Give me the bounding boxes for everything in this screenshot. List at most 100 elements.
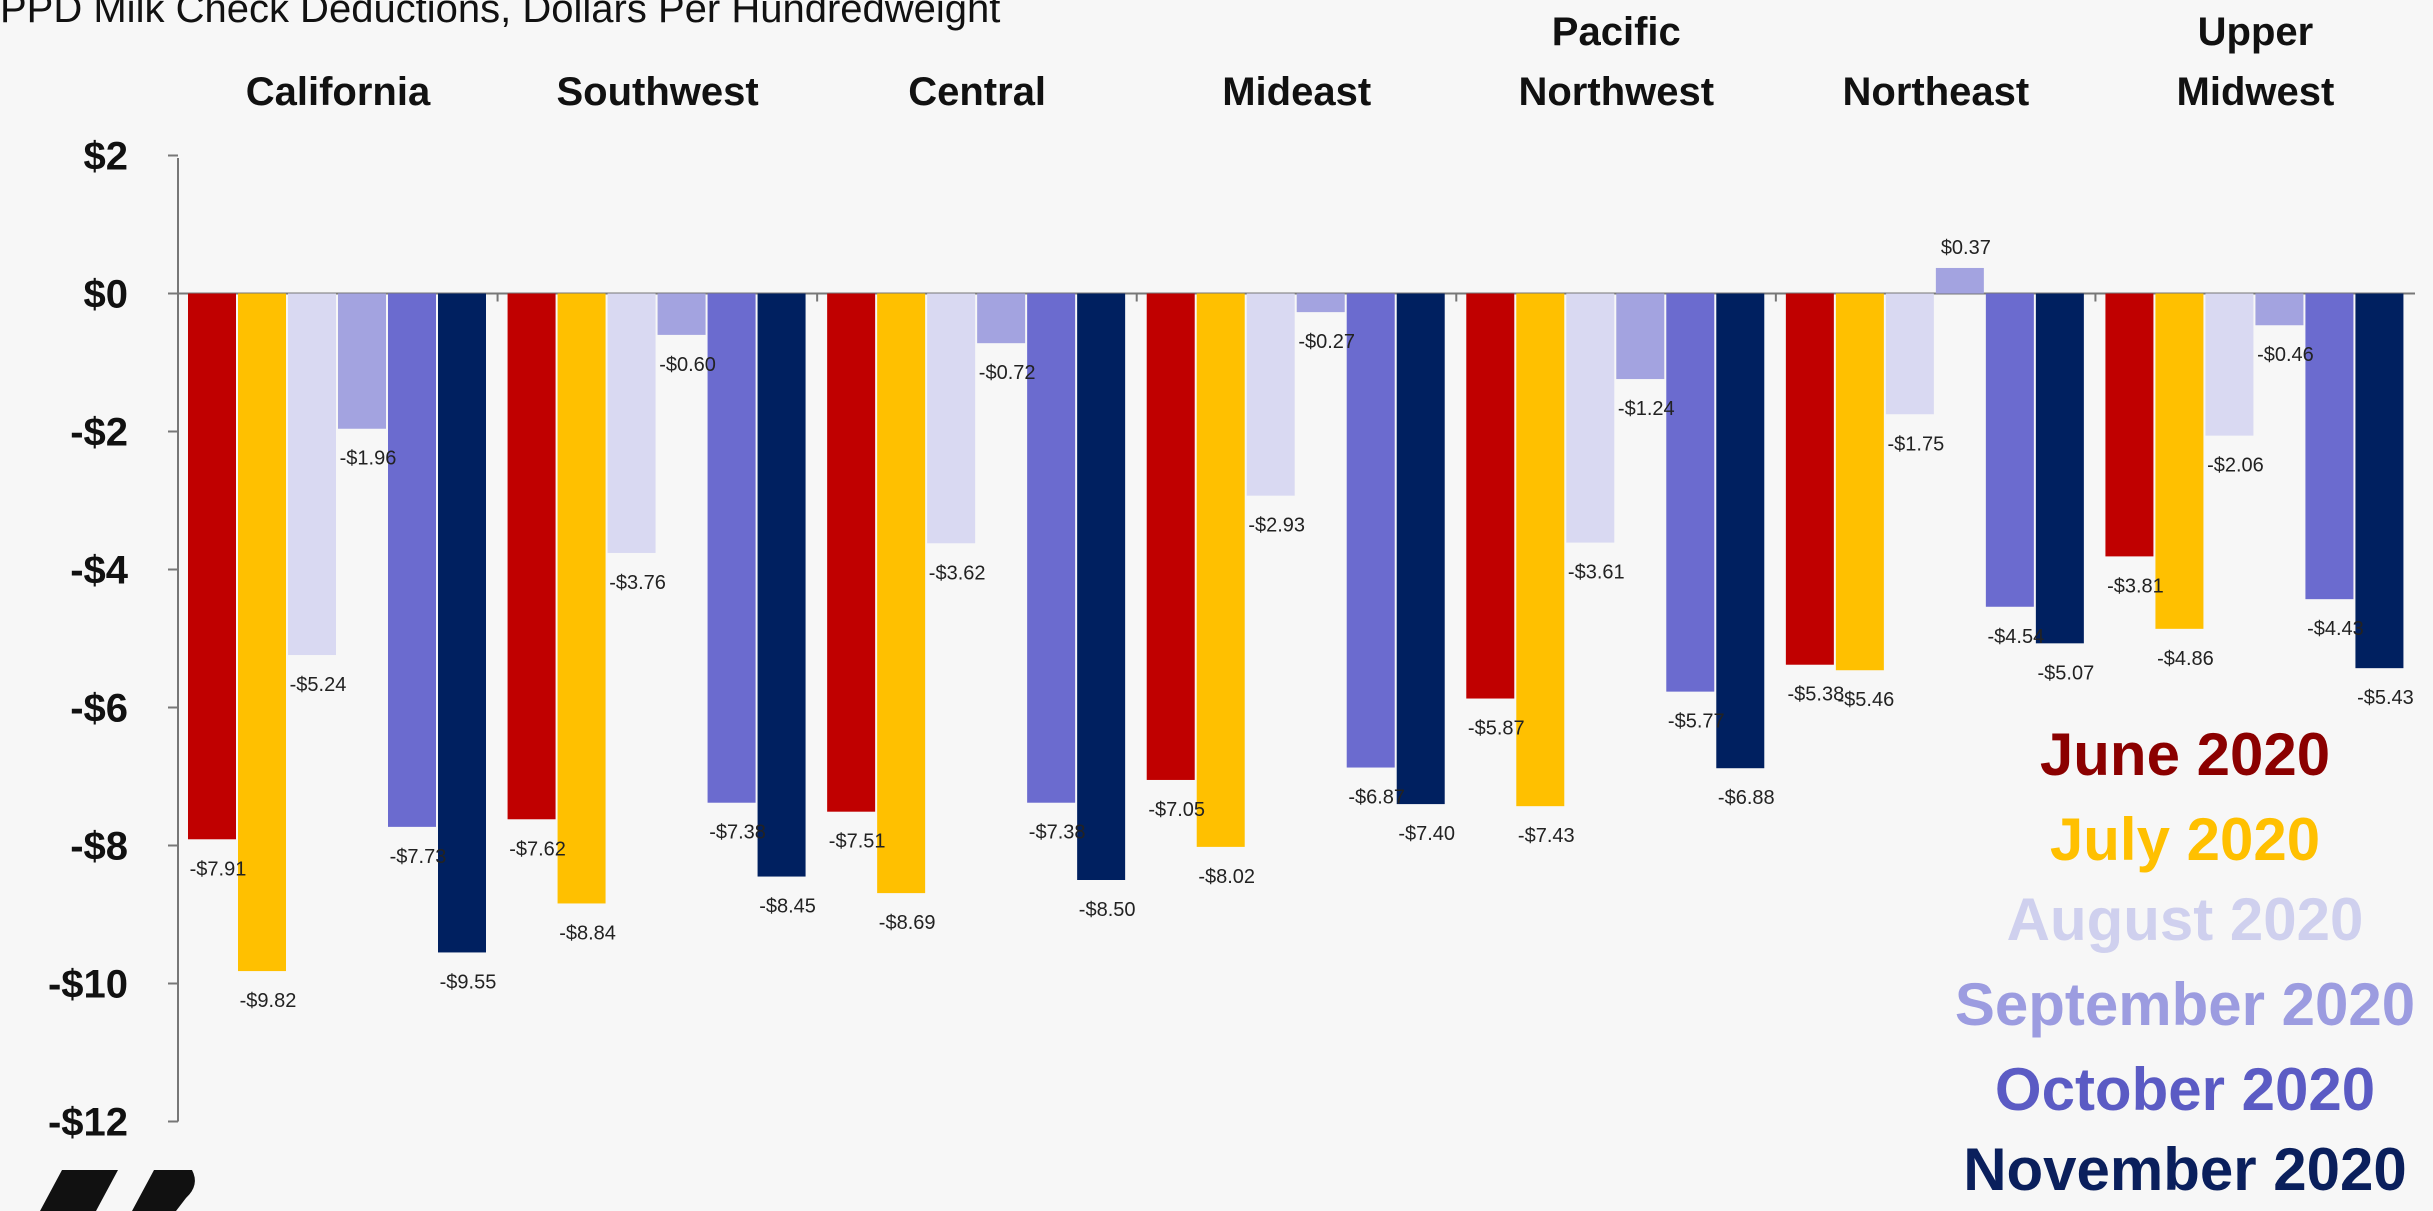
bar	[1666, 293, 1715, 692]
data-label: -$6.87	[1348, 787, 1405, 809]
bar	[1566, 293, 1615, 543]
data-label: -$1.75	[1887, 433, 1944, 455]
category-label: Southwest	[556, 70, 758, 114]
data-labels: -$7.91 -$9.82 -$5.24 -$1.96 -$7.73 -$9.55 -$7.…	[190, 237, 2414, 1012]
bar	[1835, 293, 1884, 671]
legend-entry: June 2020	[2040, 721, 2330, 788]
bar	[1985, 293, 2034, 607]
bar	[1246, 293, 1295, 496]
category-label: Mideast	[1222, 70, 1371, 114]
data-label: -$7.73	[390, 846, 447, 868]
bar	[1396, 293, 1445, 805]
data-label: -$4.43	[2307, 618, 2364, 640]
bar	[1027, 293, 1076, 803]
category-label: Pacific	[1552, 10, 1681, 54]
category-label: Central	[908, 70, 1046, 114]
data-label: -$7.38	[709, 822, 766, 844]
category-label: Northeast	[1843, 70, 2030, 114]
bar	[877, 293, 926, 894]
data-label: -$4.54	[1987, 626, 2044, 648]
bar	[2355, 293, 2404, 669]
bar	[607, 293, 656, 553]
data-label: -$7.38	[1029, 822, 1086, 844]
data-label: -$4.86	[2157, 648, 2214, 670]
data-label: -$0.60	[659, 354, 716, 376]
data-label: -$0.46	[2257, 344, 2314, 366]
data-label: -$8.02	[1198, 866, 1255, 888]
y-tick-label: -$6	[70, 687, 128, 731]
data-label: -$5.43	[2357, 687, 2414, 709]
data-label: -$7.91	[190, 858, 247, 880]
bar	[977, 293, 1026, 344]
legend-entry: November 2020	[1963, 1136, 2407, 1203]
bar	[557, 293, 606, 904]
data-label: -$7.62	[509, 838, 566, 860]
y-tick-label: -$8	[70, 825, 128, 869]
data-label: -$8.69	[879, 912, 936, 934]
bar	[288, 293, 336, 656]
category-label: Midwest	[2177, 70, 2335, 114]
data-label: -$9.82	[240, 990, 297, 1012]
bar	[188, 293, 236, 840]
data-label: -$7.43	[1518, 825, 1575, 847]
legend-entry: July 2020	[2050, 806, 2320, 873]
data-label: -$5.87	[1468, 718, 1525, 740]
legend: June 2020 July 2020 August 2020 September 2…	[1955, 721, 2415, 1203]
data-label: -$1.24	[1618, 398, 1675, 420]
data-label: -$2.06	[2207, 455, 2264, 477]
bar	[238, 293, 286, 972]
category-labels: California Southwest Central Mideast Pacific…	[246, 10, 2335, 114]
y-tick-label: $2	[84, 135, 129, 179]
data-label: -$3.81	[2107, 575, 2164, 597]
data-label: -$5.77	[1668, 711, 1725, 733]
bar	[1935, 267, 1984, 294]
category-label: Northwest	[1518, 70, 1714, 114]
bar	[827, 293, 876, 812]
bar	[1196, 293, 1245, 847]
data-label: -$8.45	[759, 896, 816, 918]
bar	[438, 293, 486, 953]
data-label: -$5.46	[1837, 689, 1894, 711]
bar	[2255, 293, 2304, 326]
bar	[1616, 293, 1665, 380]
bar	[1785, 293, 1834, 665]
data-label: -$7.40	[1398, 823, 1455, 845]
bar	[757, 293, 806, 877]
data-label: $0.37	[1941, 237, 1991, 259]
y-tick-label: -$2	[70, 411, 128, 455]
data-label: -$7.51	[829, 831, 886, 853]
legend-entry: August 2020	[2007, 886, 2364, 953]
logo-mark	[40, 1170, 195, 1211]
y-tick-label: -$12	[48, 1101, 128, 1145]
bar	[1516, 293, 1565, 807]
bar	[2305, 293, 2354, 600]
data-label: -$2.93	[1248, 515, 1305, 537]
legend-entry: October 2020	[1995, 1056, 2375, 1123]
bar	[2035, 293, 2084, 644]
data-label: -$0.27	[1298, 331, 1355, 353]
data-label: -$8.84	[559, 922, 616, 944]
category-label: Upper	[2198, 10, 2314, 54]
data-label: -$5.07	[2037, 662, 2094, 684]
y-tick-label: -$4	[70, 549, 129, 593]
data-label: -$9.55	[440, 971, 497, 993]
data-label: -$6.88	[1718, 787, 1775, 809]
category-label: California	[246, 70, 431, 114]
bar	[2105, 293, 2154, 557]
data-label: -$7.05	[1148, 799, 1205, 821]
data-label: -$0.72	[979, 362, 1036, 384]
data-label: -$5.38	[1787, 684, 1844, 706]
bar	[1346, 293, 1395, 768]
bar	[927, 293, 976, 544]
chart-title: PPD Milk Check Deductions, Dollars Per H…	[0, 0, 1000, 31]
bar	[1146, 293, 1195, 780]
bar	[388, 293, 436, 827]
data-label: -$5.24	[290, 674, 347, 696]
legend-entry: September 2020	[1955, 971, 2415, 1038]
bar	[507, 293, 556, 820]
data-label: -$3.62	[929, 562, 986, 584]
bar	[338, 293, 386, 429]
data-label: -$3.61	[1568, 562, 1625, 584]
